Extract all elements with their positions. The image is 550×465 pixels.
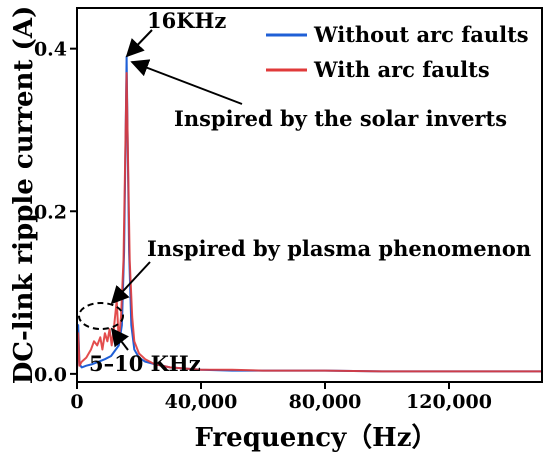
y-tick-label: 0.2 (34, 201, 67, 223)
series-layer (77, 55, 542, 373)
x-tick-label: 40,000 (165, 391, 238, 413)
arrow-plasma (110, 261, 151, 305)
legend: Without arc faults With arc faults (266, 22, 529, 82)
y-tick-label: 0.0 (34, 364, 67, 386)
x-axis-ticks: 0 40,000 80,000 120,000 (70, 382, 492, 413)
x-tick-label: 120,000 (406, 391, 492, 413)
y-axis-title: DC-link ripple current (A) (9, 6, 39, 385)
plot-frame (76, 7, 543, 383)
legend-label-with-arc: With arc faults (313, 57, 490, 82)
y-tick-label: 0.4 (34, 39, 67, 61)
x-axis-title: Frequency（Hz） (194, 423, 437, 453)
annotation-plasma: Inspired by plasma phenomenon (147, 236, 531, 261)
x-tick-label: 80,000 (289, 391, 362, 413)
annotations: 16KHz Inspired by the solar inverts Insp… (78, 8, 531, 376)
annotation-solar-inverts: Inspired by the solar inverts (174, 106, 507, 131)
series-line-without-arc-faults (77, 55, 542, 373)
arrow-5-10khz (110, 327, 129, 351)
arrow-solar-inverts (130, 59, 243, 105)
x-tick-label: 0 (70, 391, 83, 413)
highlight-ellipse (78, 302, 124, 330)
y-axis-ticks: 0.0 0.2 0.4 (34, 39, 77, 386)
annotation-16khz: 16KHz (147, 8, 226, 33)
arrow-16khz (125, 29, 153, 58)
annotation-5-10khz: 5–10 KHz (89, 351, 201, 376)
legend-label-without-arc: Without arc faults (313, 22, 529, 47)
